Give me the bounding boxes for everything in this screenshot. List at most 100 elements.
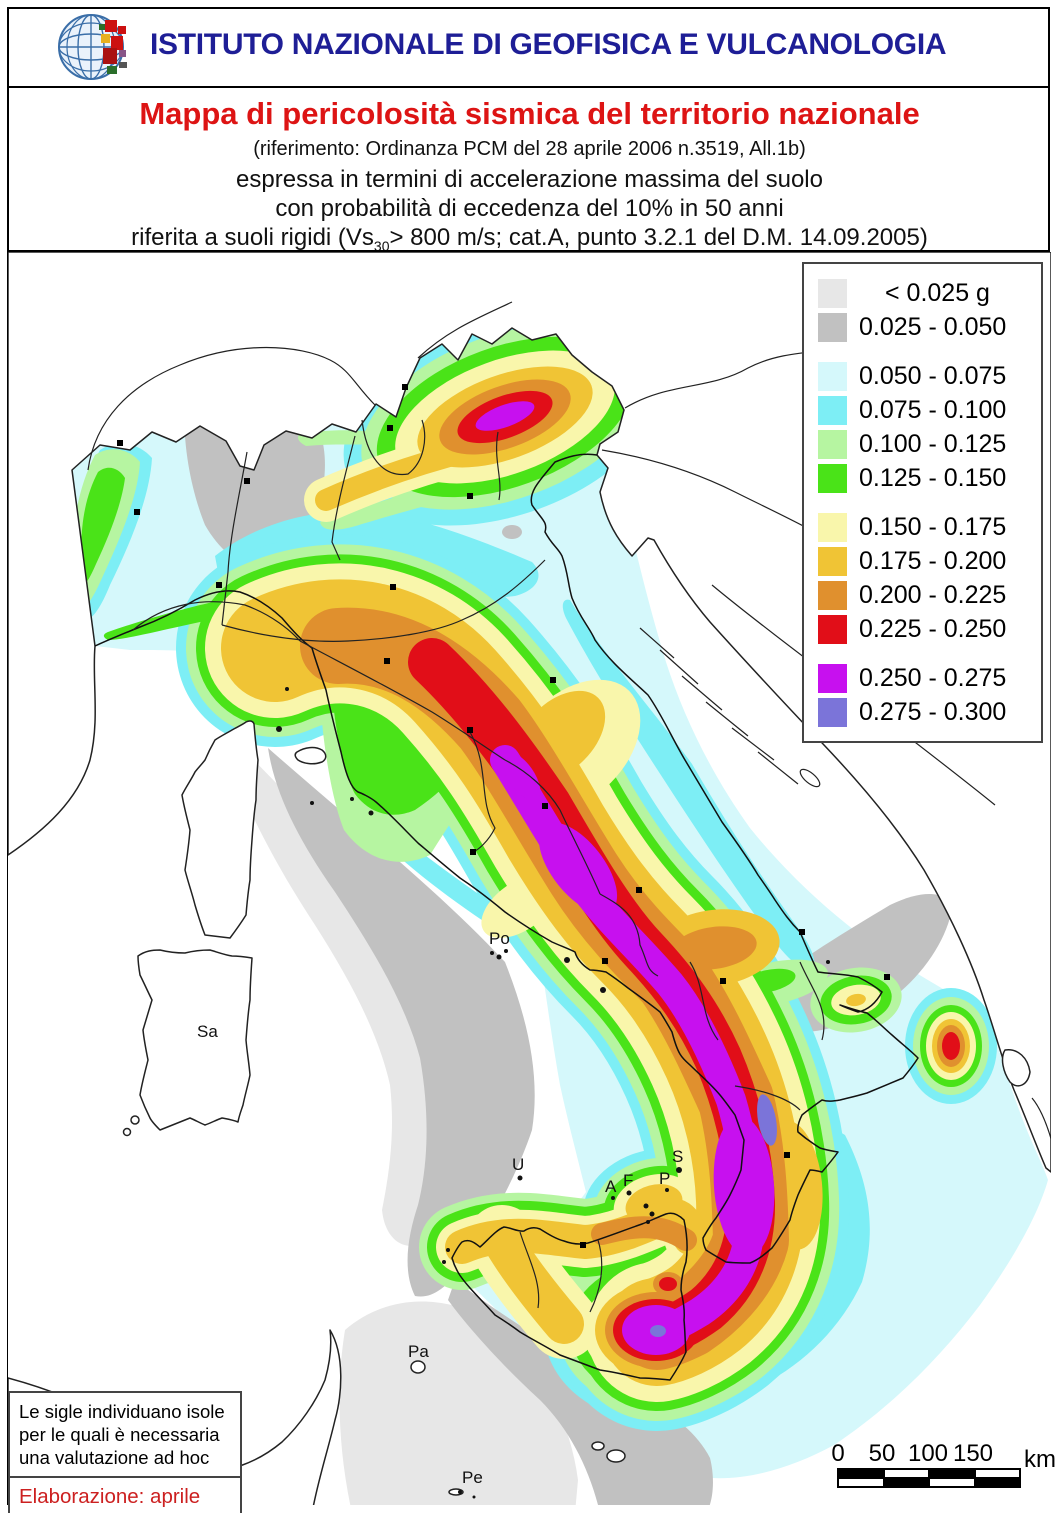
italy-coastline (94, 453, 919, 1264)
island-label-panarea: P (659, 1169, 670, 1188)
hazard-zone-gray (268, 748, 535, 1297)
hazard-zone-gray (750, 893, 952, 1033)
subtitle-line3-sub: 30 (373, 237, 390, 254)
legend-row: 0.025 - 0.050 (818, 310, 1041, 344)
legend-label: 0.125 - 0.150 (859, 463, 1007, 492)
scale-tick-0: 0 (831, 1440, 845, 1467)
elba (294, 746, 327, 765)
subtitle-line3-pre: riferita a suoli rigidi (Vs (131, 224, 374, 251)
malta (606, 1449, 626, 1463)
legend-swatch (818, 546, 847, 576)
legend-row: < 0.025 g (818, 276, 1041, 310)
scale-segment (929, 1478, 975, 1487)
scale-tick-150: 150 (952, 1440, 994, 1467)
malta-gozo (591, 1441, 605, 1451)
legend-label: 0.050 - 0.075 (859, 361, 1007, 390)
note-line1: Le sigle individuano isole (19, 1401, 225, 1422)
island-label-pelagie: Pe (462, 1468, 483, 1487)
legend-row: 0.100 - 0.125 (818, 427, 1041, 461)
legend-label: 0.075 - 0.100 (859, 395, 1007, 424)
legend-row: 0.200 - 0.225 (818, 578, 1041, 612)
hazard-zone-lightgray (234, 751, 489, 1246)
hazard-zone-gray (502, 525, 522, 539)
legend-label: 0.150 - 0.175 (859, 512, 1007, 541)
legend-label: < 0.025 g (885, 278, 990, 307)
scale-segment (838, 1478, 884, 1487)
scale-tick-50: 50 (868, 1440, 896, 1467)
legend-swatch (818, 463, 847, 493)
foreign-land-alps-balkans (8, 252, 1051, 1173)
island-label-pantelleria: Pa (408, 1342, 429, 1361)
corsica (181, 720, 259, 939)
legend-swatch (818, 614, 847, 644)
sardinia-islet (122, 1127, 132, 1137)
island-label-ponza: Po (489, 929, 510, 948)
legend-row: 0.275 - 0.300 (818, 695, 1041, 729)
legend-row: 0.050 - 0.075 (818, 359, 1041, 393)
legend-swatch (818, 278, 847, 308)
legend-swatch (818, 429, 847, 459)
elaboration-date: Elaborazione: aprile 2004 (10, 1476, 240, 1513)
scale-segment (883, 1478, 929, 1487)
hazard-zones-blueviolet (650, 1094, 777, 1337)
corfu (1001, 1049, 1031, 1087)
legend-label: 0.225 - 0.250 (859, 614, 1007, 643)
subtitle-line2: con probabilità di eccedenza del 10% in … (275, 195, 784, 222)
org-name: ISTITUTO NAZIONALE DI GEOFISICA E VULCAN… (150, 28, 947, 61)
sicily-coastline (451, 1212, 688, 1381)
city-markers (117, 384, 890, 1248)
note-line3: una valutazione ad hoc (19, 1447, 210, 1469)
scale-unit: km (1024, 1446, 1056, 1473)
legend-row: 0.125 - 0.150 (818, 461, 1041, 495)
legend-swatch (818, 512, 847, 542)
legend-swatch (818, 663, 847, 693)
scale-segment (974, 1469, 1020, 1478)
scale-segment (974, 1478, 1020, 1487)
legend-row: 0.175 - 0.200 (818, 544, 1041, 578)
header-divider (8, 86, 1049, 88)
legend-row: 0.075 - 0.100 (818, 393, 1041, 427)
legend-row: 0.225 - 0.250 (818, 612, 1041, 646)
scale-segment (838, 1469, 884, 1478)
small-islands (276, 687, 830, 1499)
island-labels: Po Sa U A F P S Pa Pe (197, 929, 683, 1487)
legend-label: 0.200 - 0.225 (859, 580, 1007, 609)
legend-swatch (818, 697, 847, 727)
note-text: Le sigle individuano isole per le quali … (10, 1393, 240, 1476)
hazard-zones-magenta (475, 401, 775, 1355)
region-borders (132, 419, 825, 1313)
ingv-globe-logo (58, 14, 127, 80)
legend-row: 0.250 - 0.275 (818, 661, 1041, 695)
scale-segment (929, 1469, 975, 1478)
legend-swatch (818, 580, 847, 610)
map-reference: (riferimento: Ordinanza PCM del 28 april… (253, 138, 806, 160)
map-title: Mappa di pericolosità sismica del territ… (139, 96, 920, 131)
legend-label: 0.175 - 0.200 (859, 546, 1007, 575)
island-label-stromboli: S (672, 1147, 683, 1166)
pantelleria (410, 1360, 426, 1374)
dalmatian-islands (639, 627, 1051, 1141)
island-label-alicudi: A (605, 1177, 617, 1196)
note-line2: per le quali è necessaria (19, 1424, 220, 1446)
island-label-sardegna: Sa (197, 1022, 218, 1041)
legend: < 0.025 g 0.025 - 0.050 0.050 - 0.075 0.… (802, 262, 1043, 743)
subtitle-line3-post: > 800 m/s; cat.A, punto 3.2.1 del D.M. 1… (389, 224, 928, 251)
legend-swatch (818, 361, 847, 391)
scale-bar (837, 1468, 1021, 1488)
subtitle-line1: espressa in termini di accelerazione mas… (236, 166, 823, 193)
subtitle-line3: riferita a suoli rigidi (Vs30> 800 m/s; … (0, 224, 1059, 254)
scale-segment (883, 1469, 929, 1478)
legend-label: 0.250 - 0.275 (859, 663, 1007, 692)
sardinia-islet (130, 1115, 140, 1125)
scale-tick-100: 100 (907, 1440, 949, 1467)
legend-row: 0.150 - 0.175 (818, 510, 1041, 544)
island-label-filicudi: F (623, 1171, 633, 1190)
title-divider (8, 250, 1049, 252)
legend-label: 0.275 - 0.300 (859, 697, 1007, 726)
sardinia (137, 949, 253, 1131)
legend-label: 0.025 - 0.050 (859, 312, 1007, 341)
legend-swatch (818, 395, 847, 425)
note-box: Le sigle individuano isole per le quali … (8, 1391, 242, 1513)
legend-label: 0.100 - 0.125 (859, 429, 1007, 458)
